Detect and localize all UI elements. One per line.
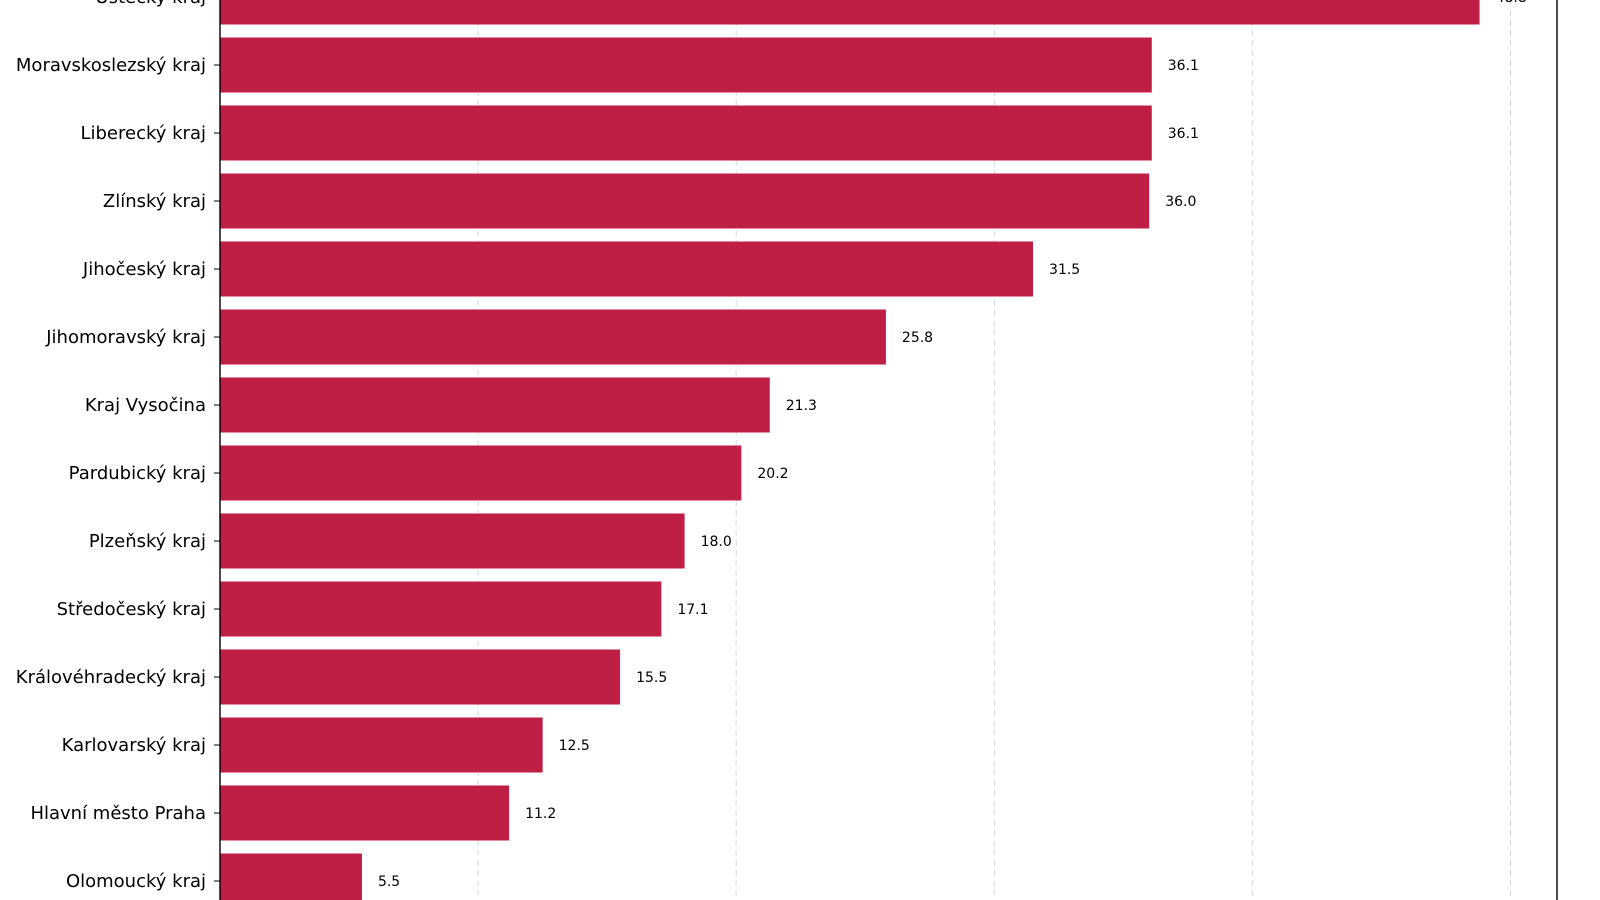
labels: Ústecký kraj 48.8 Moravskoslezský kraj 36.1… bbox=[16, 0, 1527, 892]
value-label: 12.5 bbox=[559, 738, 590, 754]
category-label: Plzeňský kraj bbox=[89, 531, 206, 552]
value-label: 11.2 bbox=[525, 806, 556, 822]
bar bbox=[220, 717, 543, 773]
category-label: Královéhradecký kraj bbox=[16, 667, 206, 688]
category-label: Kraj Vysočina bbox=[85, 395, 206, 416]
value-label: 48.8 bbox=[1496, 0, 1527, 6]
category-label: Hlavní město Praha bbox=[30, 803, 206, 824]
bar bbox=[220, 309, 886, 365]
category-label: Zlínský kraj bbox=[103, 191, 206, 212]
category-label: Olomoucký kraj bbox=[66, 871, 206, 892]
bar bbox=[220, 37, 1152, 93]
category-label: Moravskoslezský kraj bbox=[16, 55, 206, 76]
category-label: Středočeský kraj bbox=[57, 599, 206, 620]
bar bbox=[220, 445, 742, 501]
value-label: 5.5 bbox=[378, 874, 400, 890]
bar bbox=[220, 377, 770, 433]
category-label: Jihočeský kraj bbox=[82, 259, 206, 280]
bar bbox=[220, 513, 685, 569]
bar bbox=[220, 173, 1150, 229]
bar bbox=[220, 241, 1034, 297]
bar bbox=[220, 581, 662, 637]
value-label: 18.0 bbox=[701, 534, 732, 550]
bar bbox=[220, 649, 621, 705]
category-label: Ústecký kraj bbox=[95, 0, 206, 8]
bar bbox=[220, 853, 362, 900]
value-label: 21.3 bbox=[786, 398, 817, 414]
bars bbox=[220, 0, 1480, 900]
value-label: 31.5 bbox=[1049, 262, 1080, 278]
category-label: Liberecký kraj bbox=[80, 123, 206, 144]
value-label: 36.1 bbox=[1168, 58, 1199, 74]
category-label: Jihomoravský kraj bbox=[45, 327, 206, 348]
value-label: 36.0 bbox=[1165, 194, 1196, 210]
category-label: Pardubický kraj bbox=[69, 463, 206, 484]
bar bbox=[220, 105, 1152, 161]
value-label: 17.1 bbox=[677, 602, 708, 618]
value-label: 15.5 bbox=[636, 670, 667, 686]
bar bbox=[220, 785, 510, 841]
value-label: 20.2 bbox=[757, 466, 788, 482]
category-label: Karlovarský kraj bbox=[62, 735, 206, 756]
value-label: 25.8 bbox=[902, 330, 933, 346]
value-label: 36.1 bbox=[1168, 126, 1199, 142]
bar bbox=[220, 0, 1480, 25]
